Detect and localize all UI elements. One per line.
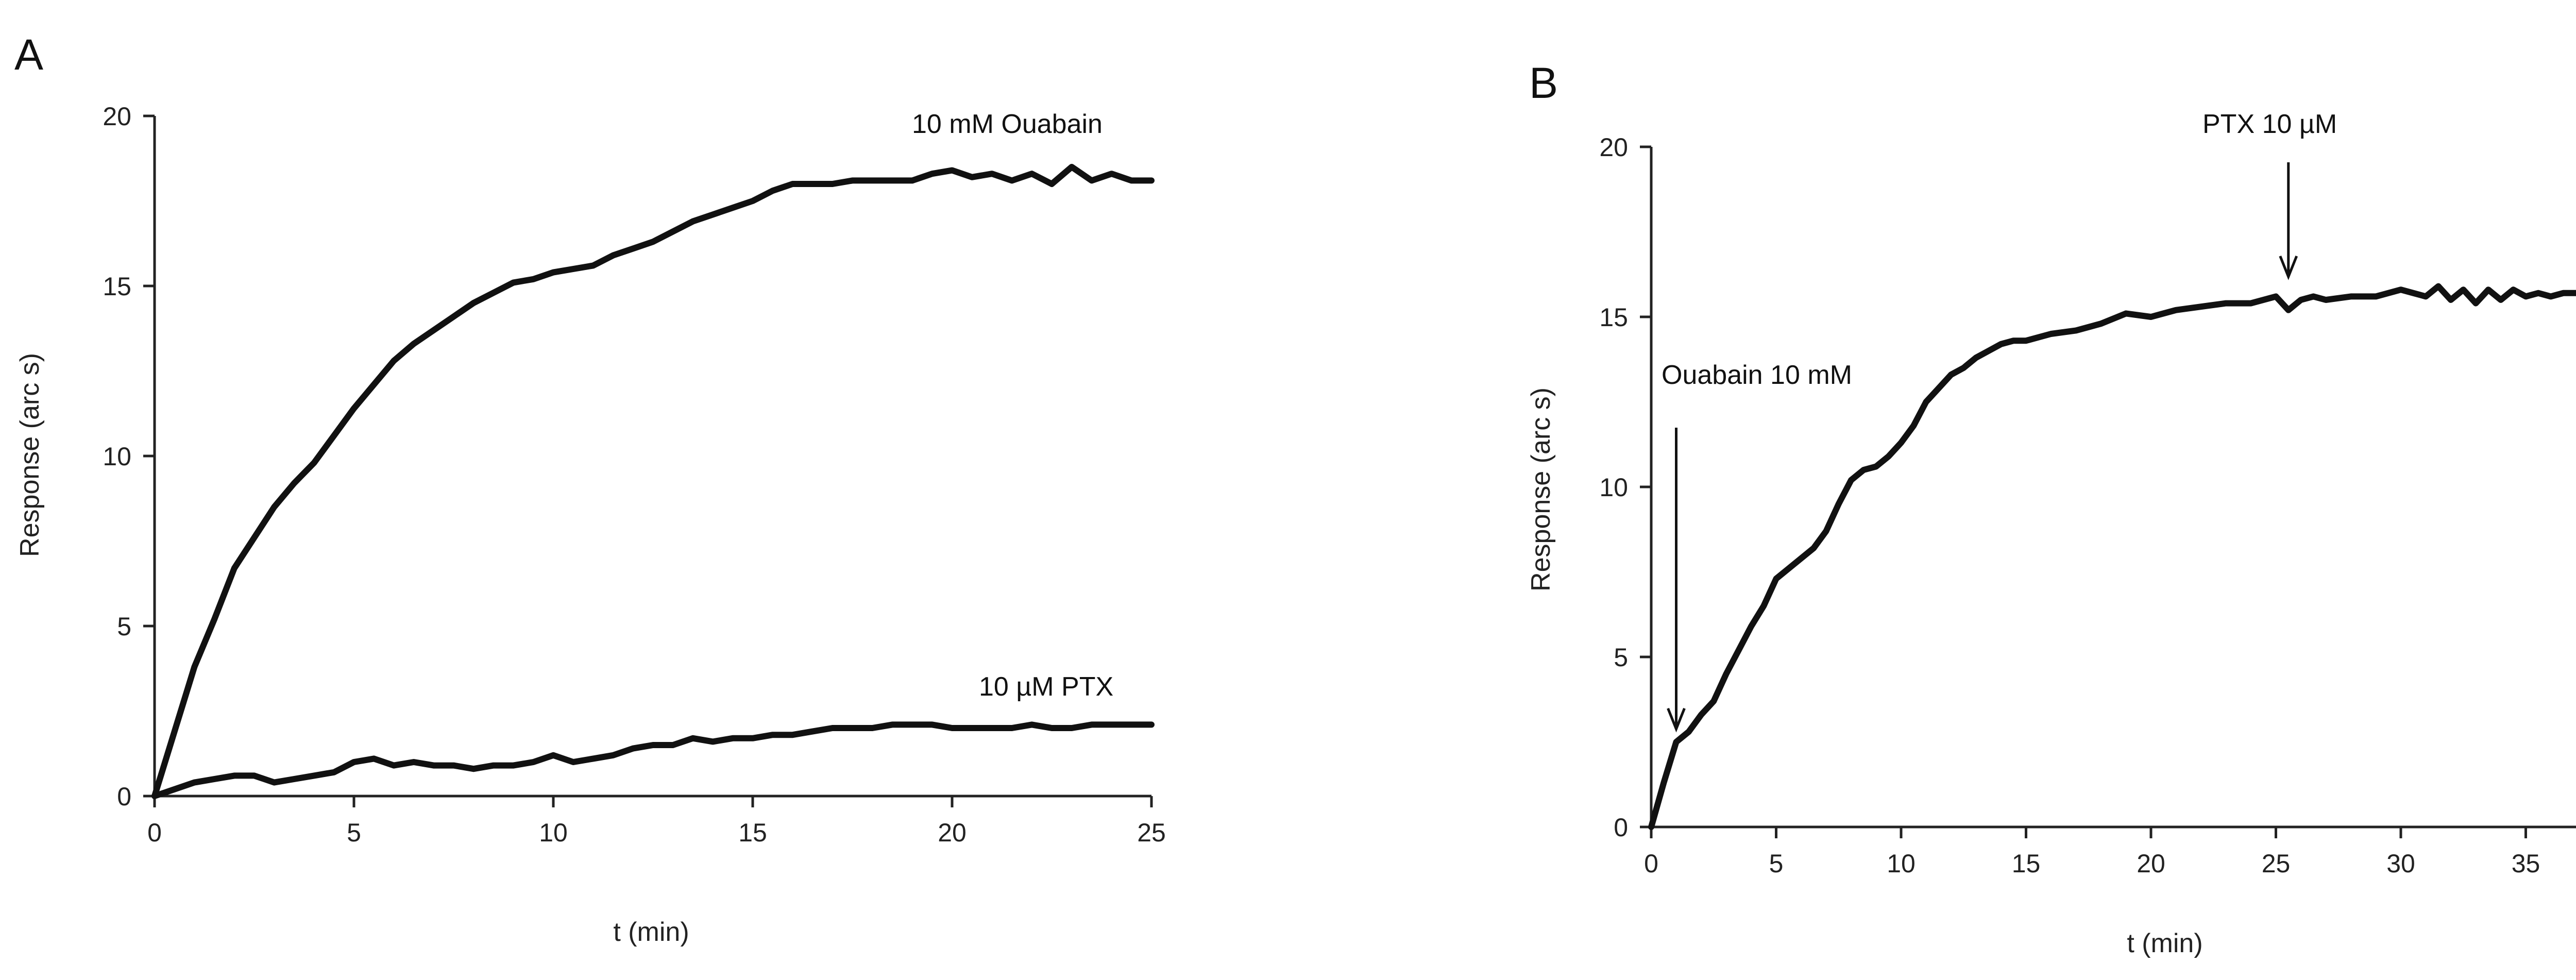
y-tick-label: 5 <box>1614 643 1628 672</box>
panel-b-series <box>1648 283 2576 830</box>
panel-b-ticks: 051015202530354005101520 <box>1599 133 2540 878</box>
panel-b-x-axis-title: t (min) <box>2127 928 2202 958</box>
series-line-10-mm-ouabain <box>151 164 1155 799</box>
x-tick-label: 0 <box>1644 849 1658 878</box>
x-tick-label: 10 <box>1887 849 1916 878</box>
ptx-series-label: 10 µM PTX <box>979 672 1113 702</box>
ptx-annotation-arrow <box>2279 162 2298 280</box>
series-line-response <box>1648 283 2576 830</box>
y-tick-label: 15 <box>103 272 131 301</box>
y-tick-label: 0 <box>117 782 131 811</box>
series-line-10-m-ptx <box>151 721 1155 799</box>
y-tick-label: 20 <box>103 102 131 131</box>
x-tick-label: 35 <box>2512 849 2540 878</box>
panel-a: A 0 5 10 15 20 25 0 5 10 15 20 10 mM Ouabain 10 µM… <box>14 30 1166 947</box>
ptx-annotation: PTX 10 µM <box>2202 109 2337 139</box>
panel-b-y-axis-title: Response (arc s) <box>1526 387 1556 592</box>
y-tick-label: 10 <box>103 442 131 471</box>
panel-b-annotations: Ouabain 10 mM PTX 10 µM <box>1662 109 2337 733</box>
x-tick-label: 10 <box>539 818 568 847</box>
y-tick-label: 15 <box>1599 303 1628 332</box>
ouabain-annotation-arrow <box>1667 428 1686 733</box>
panel-a-letter: A <box>14 30 43 79</box>
panel-a-series <box>151 164 1155 799</box>
panel-a-ticks: 0 5 10 15 20 25 0 5 10 15 20 <box>103 102 1165 847</box>
y-tick-label: 5 <box>117 612 131 641</box>
x-tick-label: 25 <box>2262 849 2291 878</box>
y-tick-label: 20 <box>1599 133 1628 162</box>
panel-b: B 051015202530354005101520 Ouabain 10 mM… <box>1526 59 2576 958</box>
ouabain-annotation: Ouabain 10 mM <box>1662 360 1852 390</box>
x-tick-label: 15 <box>738 818 767 847</box>
panel-a-y-axis-title: Response (arc s) <box>15 353 45 557</box>
x-tick-label: 20 <box>938 818 967 847</box>
panel-b-letter: B <box>1529 59 1558 107</box>
x-tick-label: 15 <box>2012 849 2041 878</box>
x-tick-label: 5 <box>347 818 361 847</box>
panel-a-x-axis-title: t (min) <box>613 917 689 947</box>
ouabain-series-label: 10 mM Ouabain <box>912 109 1103 139</box>
x-tick-label: 0 <box>147 818 162 847</box>
y-tick-label: 10 <box>1599 473 1628 502</box>
x-tick-label: 20 <box>2137 849 2165 878</box>
x-tick-label: 5 <box>1769 849 1784 878</box>
y-tick-label: 0 <box>1614 813 1628 842</box>
x-tick-label: 25 <box>1137 818 1166 847</box>
x-tick-label: 30 <box>2386 849 2415 878</box>
